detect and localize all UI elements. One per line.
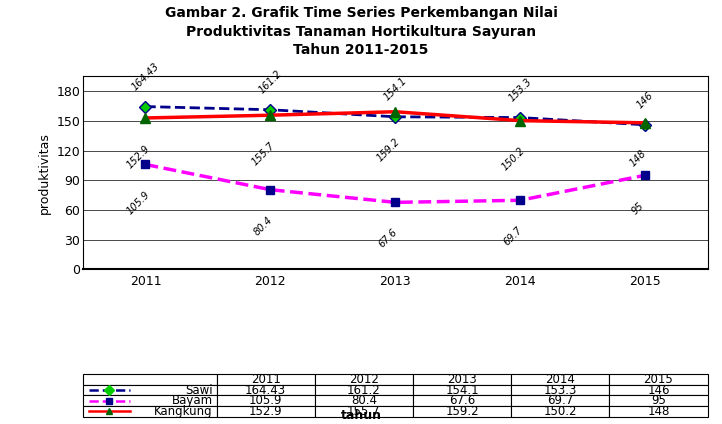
Text: 2012: 2012 bbox=[349, 373, 379, 386]
Bar bbox=[217, 395, 315, 406]
Text: Gambar 2. Grafik Time Series Perkembangan Nilai
Produktivitas Tanaman Hortikultu: Gambar 2. Grafik Time Series Perkembanga… bbox=[165, 6, 557, 57]
Text: 80.4: 80.4 bbox=[351, 394, 377, 407]
Text: 67.6: 67.6 bbox=[377, 227, 399, 250]
Text: 2015: 2015 bbox=[643, 373, 674, 386]
Bar bbox=[609, 385, 708, 395]
Bar bbox=[413, 374, 511, 385]
Text: Kangkung: Kangkung bbox=[155, 405, 213, 418]
Bar bbox=[413, 395, 511, 406]
Text: 95: 95 bbox=[651, 394, 666, 407]
Bar bbox=[609, 406, 708, 417]
Text: 69.7: 69.7 bbox=[502, 225, 524, 248]
Bar bbox=[217, 385, 315, 395]
Text: 154.1: 154.1 bbox=[445, 384, 479, 396]
Bar bbox=[217, 374, 315, 385]
Text: 2011: 2011 bbox=[251, 373, 281, 386]
Text: 105.9: 105.9 bbox=[125, 190, 152, 216]
Bar bbox=[511, 406, 609, 417]
Bar bbox=[315, 374, 413, 385]
Bar bbox=[609, 395, 708, 406]
Text: 161.2: 161.2 bbox=[347, 384, 380, 396]
Bar bbox=[315, 406, 413, 417]
Text: 146: 146 bbox=[635, 91, 656, 111]
Bar bbox=[511, 385, 609, 395]
Text: 155.7: 155.7 bbox=[347, 405, 380, 418]
Text: 161.2: 161.2 bbox=[257, 69, 284, 96]
Bar bbox=[217, 406, 315, 417]
Bar bbox=[83, 395, 217, 406]
Text: 164.43: 164.43 bbox=[130, 61, 161, 93]
Bar bbox=[315, 395, 413, 406]
Bar bbox=[83, 406, 217, 417]
Text: 80.4: 80.4 bbox=[252, 215, 274, 237]
Text: 105.9: 105.9 bbox=[249, 394, 282, 407]
Bar bbox=[413, 406, 511, 417]
Y-axis label: produktivitas: produktivitas bbox=[38, 132, 51, 214]
Text: 69.7: 69.7 bbox=[547, 394, 573, 407]
Text: 152.9: 152.9 bbox=[125, 143, 152, 170]
Text: 153.3: 153.3 bbox=[544, 384, 577, 396]
Text: 154.1: 154.1 bbox=[382, 76, 409, 103]
Text: 164.43: 164.43 bbox=[245, 384, 286, 396]
Bar bbox=[315, 385, 413, 395]
Bar bbox=[511, 374, 609, 385]
Text: 159.2: 159.2 bbox=[375, 137, 402, 164]
Bar bbox=[83, 385, 217, 395]
Text: 153.3: 153.3 bbox=[507, 77, 534, 104]
Text: 146: 146 bbox=[647, 384, 670, 396]
Text: Bayam: Bayam bbox=[172, 394, 213, 407]
Text: 2013: 2013 bbox=[447, 373, 477, 386]
Text: 95: 95 bbox=[630, 200, 646, 216]
Text: Sawi: Sawi bbox=[186, 384, 213, 396]
Bar bbox=[413, 385, 511, 395]
Text: 150.2: 150.2 bbox=[544, 405, 577, 418]
Text: tahun: tahun bbox=[341, 409, 381, 422]
Text: 159.2: 159.2 bbox=[445, 405, 479, 418]
Bar bbox=[511, 395, 609, 406]
Bar bbox=[609, 374, 708, 385]
Text: 148: 148 bbox=[628, 148, 648, 168]
Text: 2014: 2014 bbox=[545, 373, 575, 386]
Text: 150.2: 150.2 bbox=[500, 145, 527, 173]
Text: 152.9: 152.9 bbox=[249, 405, 282, 418]
Text: 155.7: 155.7 bbox=[250, 140, 277, 167]
Text: 148: 148 bbox=[648, 405, 669, 418]
Text: 67.6: 67.6 bbox=[449, 394, 475, 407]
Bar bbox=[83, 374, 217, 385]
